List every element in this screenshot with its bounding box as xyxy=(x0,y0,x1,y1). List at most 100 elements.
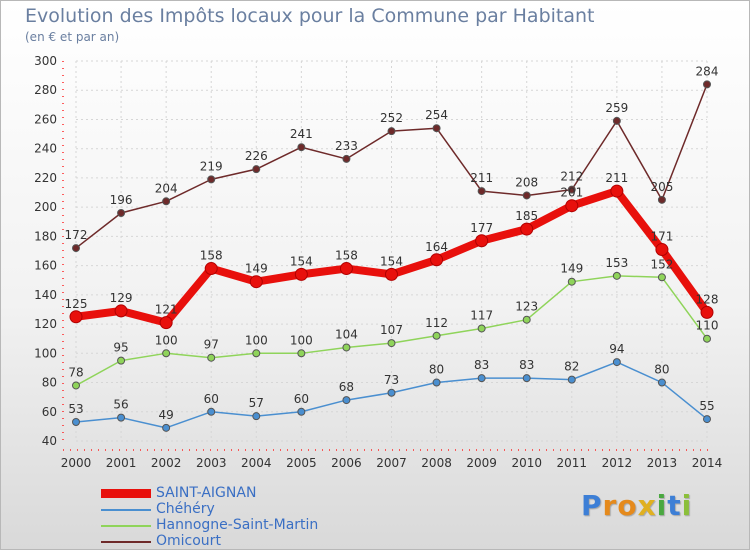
y-tick-label: 100 xyxy=(34,346,57,360)
data-point xyxy=(297,349,306,358)
data-label: 284 xyxy=(696,64,719,78)
logo-letter: i xyxy=(656,489,668,522)
x-tick-label: 2008 xyxy=(421,456,452,470)
data-label: 211 xyxy=(605,171,628,185)
data-label: 252 xyxy=(380,111,403,125)
data-point xyxy=(432,124,441,133)
data-point xyxy=(655,243,669,257)
x-tick-label: 2010 xyxy=(511,456,542,470)
x-tick-label: 2006 xyxy=(331,456,362,470)
data-point xyxy=(703,334,711,343)
data-label: 185 xyxy=(515,209,538,223)
chart-subtitle: (en € et par an) xyxy=(25,30,120,44)
data-point xyxy=(162,423,171,432)
data-point xyxy=(657,273,666,282)
logo-letter: t xyxy=(667,489,682,522)
data-point xyxy=(477,374,486,383)
data-label: 97 xyxy=(204,338,219,352)
data-point xyxy=(72,244,80,253)
data-label: 110 xyxy=(696,319,719,333)
data-label: 83 xyxy=(519,358,534,372)
data-label: 55 xyxy=(699,399,714,413)
y-tick-label: 80 xyxy=(42,376,57,390)
data-label: 154 xyxy=(380,254,403,268)
data-point xyxy=(69,310,83,324)
x-tick-label: 2004 xyxy=(241,456,272,470)
x-tick-label: 2011 xyxy=(557,456,588,470)
logo-letter: x xyxy=(637,489,657,522)
data-label: 78 xyxy=(68,365,83,379)
data-label: 80 xyxy=(654,363,669,377)
y-tick-label: 140 xyxy=(34,288,57,302)
data-point xyxy=(342,343,351,352)
legend-swatch xyxy=(101,541,151,543)
data-point xyxy=(252,349,261,358)
data-point xyxy=(612,271,621,280)
data-label: 154 xyxy=(290,254,313,268)
data-point xyxy=(249,275,263,289)
legend-label: SAINT-AIGNAN xyxy=(156,485,257,501)
legend-swatch xyxy=(101,489,151,498)
data-label: 149 xyxy=(245,262,268,276)
data-point xyxy=(520,222,534,236)
data-point xyxy=(477,187,486,196)
data-point xyxy=(294,267,308,281)
data-point xyxy=(657,195,666,204)
y-tick-label: 240 xyxy=(34,142,57,156)
data-point xyxy=(700,305,714,319)
data-label: 172 xyxy=(65,228,88,242)
y-tick-label: 260 xyxy=(34,112,57,126)
data-point xyxy=(610,184,624,198)
data-label: 100 xyxy=(245,333,268,347)
data-label: 158 xyxy=(200,249,223,263)
data-point xyxy=(252,165,261,174)
data-point xyxy=(387,339,396,348)
legend-label: Omicourt xyxy=(156,533,221,549)
data-point xyxy=(703,80,711,89)
proxiti-logo: Proxiti xyxy=(581,489,692,522)
y-tick-label: 180 xyxy=(34,229,57,243)
chart-title: Evolution des Impôts locaux pour la Comm… xyxy=(25,5,595,27)
y-tick-label: 280 xyxy=(34,83,57,97)
data-label: 121 xyxy=(155,303,178,317)
x-tick-label: 2001 xyxy=(106,456,137,470)
data-label: 201 xyxy=(560,186,583,200)
data-label: 80 xyxy=(429,363,444,377)
data-point xyxy=(117,209,126,217)
x-tick-label: 2012 xyxy=(602,456,633,470)
data-label: 57 xyxy=(249,396,264,410)
data-point xyxy=(162,349,171,358)
x-tick-label: 2014 xyxy=(692,456,723,470)
logo-letter: o xyxy=(617,489,638,522)
data-label: 94 xyxy=(609,342,624,356)
data-label: 123 xyxy=(515,300,538,314)
data-point xyxy=(475,234,489,248)
data-label: 212 xyxy=(560,170,583,184)
data-label: 117 xyxy=(470,308,493,322)
data-point xyxy=(477,324,486,333)
data-label: 68 xyxy=(339,380,354,394)
data-label: 56 xyxy=(113,398,128,412)
data-label: 73 xyxy=(384,373,399,387)
data-point xyxy=(432,378,441,387)
y-tick-label: 300 xyxy=(34,54,57,68)
y-tick-label: 160 xyxy=(34,259,57,273)
data-label: 60 xyxy=(294,392,309,406)
legend-label: Chéhéry xyxy=(156,501,215,517)
data-point xyxy=(385,267,398,281)
data-point xyxy=(207,407,216,416)
data-label: 233 xyxy=(335,139,358,153)
data-label: 49 xyxy=(159,408,174,422)
data-point xyxy=(567,185,576,194)
data-point xyxy=(612,358,621,367)
data-label: 53 xyxy=(68,402,83,416)
x-tick-label: 2002 xyxy=(151,456,182,470)
legend-swatch xyxy=(101,509,151,511)
data-point xyxy=(430,253,444,267)
data-label: 95 xyxy=(113,341,128,355)
data-label: 100 xyxy=(290,333,313,347)
data-point xyxy=(72,418,80,426)
data-label: 254 xyxy=(425,108,448,122)
data-label: 60 xyxy=(204,392,219,406)
